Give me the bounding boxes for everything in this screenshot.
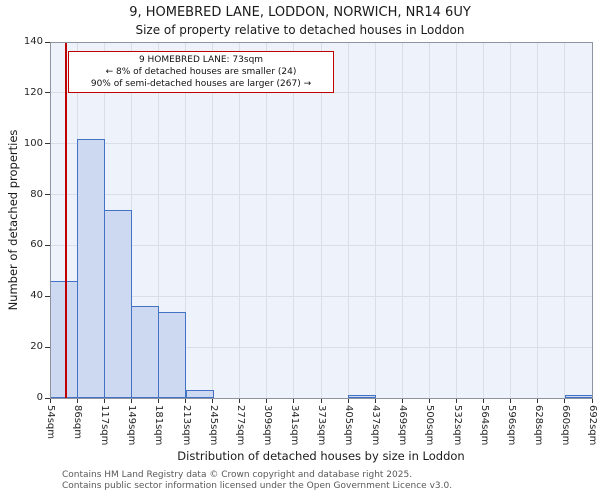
gridline-vertical: [212, 42, 214, 398]
x-axis-title: Distribution of detached houses by size …: [177, 449, 465, 463]
histogram-bar: [158, 311, 187, 398]
spine-bottom: [50, 398, 593, 399]
x-tick-mark: [239, 398, 241, 403]
y-tick-label: 120: [23, 86, 43, 98]
x-tick-label: 213sqm: [180, 405, 192, 446]
chart-title: 9, HOMEBRED LANE, LODDON, NORWICH, NR14 …: [129, 5, 471, 20]
gridline-vertical: [266, 42, 268, 398]
x-tick-label: 405sqm: [343, 405, 355, 446]
x-tick-label: 469sqm: [397, 405, 409, 446]
x-tick-mark: [130, 398, 132, 403]
x-tick-mark: [266, 398, 268, 403]
gridline-vertical: [374, 42, 376, 398]
gridline-vertical: [239, 42, 241, 398]
x-tick-mark: [428, 398, 430, 403]
y-tick-mark: [45, 194, 50, 196]
y-tick-mark: [45, 92, 50, 94]
x-tick-mark: [456, 398, 457, 403]
x-tick-mark: [293, 398, 295, 403]
x-tick-label: 564sqm: [478, 405, 490, 446]
x-tick-mark: [185, 398, 186, 403]
x-tick-label: 309sqm: [261, 405, 273, 446]
y-tick-mark: [45, 143, 50, 145]
x-tick-label: 532sqm: [451, 405, 463, 446]
y-tick-label: 80: [30, 188, 43, 200]
x-tick-label: 628sqm: [532, 405, 544, 446]
x-tick-label: 245sqm: [207, 405, 219, 446]
x-tick-mark: [320, 398, 322, 403]
x-tick-mark: [374, 398, 376, 403]
y-tick-mark: [45, 295, 50, 297]
gridline-vertical: [564, 42, 566, 398]
gridline-vertical: [347, 42, 349, 398]
y-tick-mark: [45, 346, 50, 348]
subject-property-marker-line: [65, 42, 68, 398]
x-tick-mark: [157, 398, 159, 403]
gridline-vertical: [510, 42, 512, 398]
histogram-bar: [104, 209, 133, 398]
y-tick-label: 20: [30, 341, 43, 353]
gridline-vertical: [537, 42, 539, 398]
x-tick-mark: [212, 398, 214, 403]
spine-left: [50, 42, 51, 398]
gridline-vertical: [185, 42, 186, 398]
histogram-bar: [348, 395, 377, 398]
x-tick-mark: [564, 398, 566, 403]
x-tick-label: 373sqm: [316, 405, 327, 446]
x-tick-label: 117sqm: [99, 405, 111, 446]
y-tick-label: 40: [30, 290, 43, 302]
x-tick-mark: [510, 398, 512, 403]
y-tick-label: 0: [36, 392, 43, 403]
x-tick-label: 660sqm: [559, 405, 571, 446]
x-tick-mark: [401, 398, 403, 403]
x-tick-label: 341sqm: [288, 405, 300, 446]
annotation-property-size: 9 HOMEBRED LANE: 73sqm: [138, 55, 264, 65]
x-tick-mark: [76, 398, 78, 403]
y-tick-label: 60: [30, 239, 43, 251]
annotation-smaller-stat: ← 8% of detached houses are smaller (24): [105, 67, 297, 77]
annotation-box: 9 HOMEBRED LANE: 73sqm ← 8% of detached …: [68, 51, 334, 93]
y-tick-label: 100: [23, 137, 43, 149]
gridline-vertical: [456, 42, 457, 398]
footer-attribution-1: Contains HM Land Registry data © Crown c…: [62, 470, 413, 480]
plot-area: 9 HOMEBRED LANE: 73sqm ← 8% of detached …: [50, 42, 593, 398]
x-tick-label: 181sqm: [153, 405, 165, 446]
gridline-vertical: [401, 42, 403, 398]
spine-right: [592, 42, 593, 399]
histogram-bar: [50, 281, 79, 398]
x-tick-mark: [347, 398, 349, 403]
y-tick-label: 140: [23, 36, 43, 47]
x-tick-mark: [103, 398, 105, 403]
x-tick-mark: [591, 398, 593, 403]
gridline-vertical: [428, 42, 430, 398]
chart-subtitle: Size of property relative to detached ho…: [135, 23, 465, 37]
spine-top: [50, 42, 592, 43]
x-tick-mark: [537, 398, 539, 403]
y-axis-title: Number of detached properties: [6, 129, 20, 311]
x-tick-label: 86sqm: [72, 405, 84, 440]
y-tick-mark: [45, 244, 50, 246]
x-tick-label: 149sqm: [126, 405, 138, 446]
annotation-larger-stat: 90% of semi-detached houses are larger (…: [90, 79, 312, 89]
x-tick-label: 437sqm: [370, 405, 382, 446]
x-tick-label: 500sqm: [424, 405, 436, 446]
footer-attribution-2: Contains public sector information licen…: [62, 481, 453, 491]
histogram-bar: [131, 306, 160, 398]
x-tick-label: 277sqm: [234, 405, 246, 446]
x-tick-label: 692sqm: [587, 405, 598, 446]
gridline-vertical: [483, 42, 485, 398]
x-tick-label: 596sqm: [505, 405, 517, 446]
y-tick-mark: [45, 41, 50, 43]
gridline-vertical: [293, 42, 295, 398]
histogram-bar: [77, 138, 106, 398]
x-tick-mark: [483, 398, 485, 403]
x-tick-mark: [49, 398, 51, 403]
x-tick-label: 54sqm: [45, 405, 56, 440]
y-tick-mark: [45, 397, 50, 399]
gridline-vertical: [320, 42, 322, 398]
histogram-bar: [185, 390, 214, 398]
gridline-vertical: [157, 42, 159, 398]
